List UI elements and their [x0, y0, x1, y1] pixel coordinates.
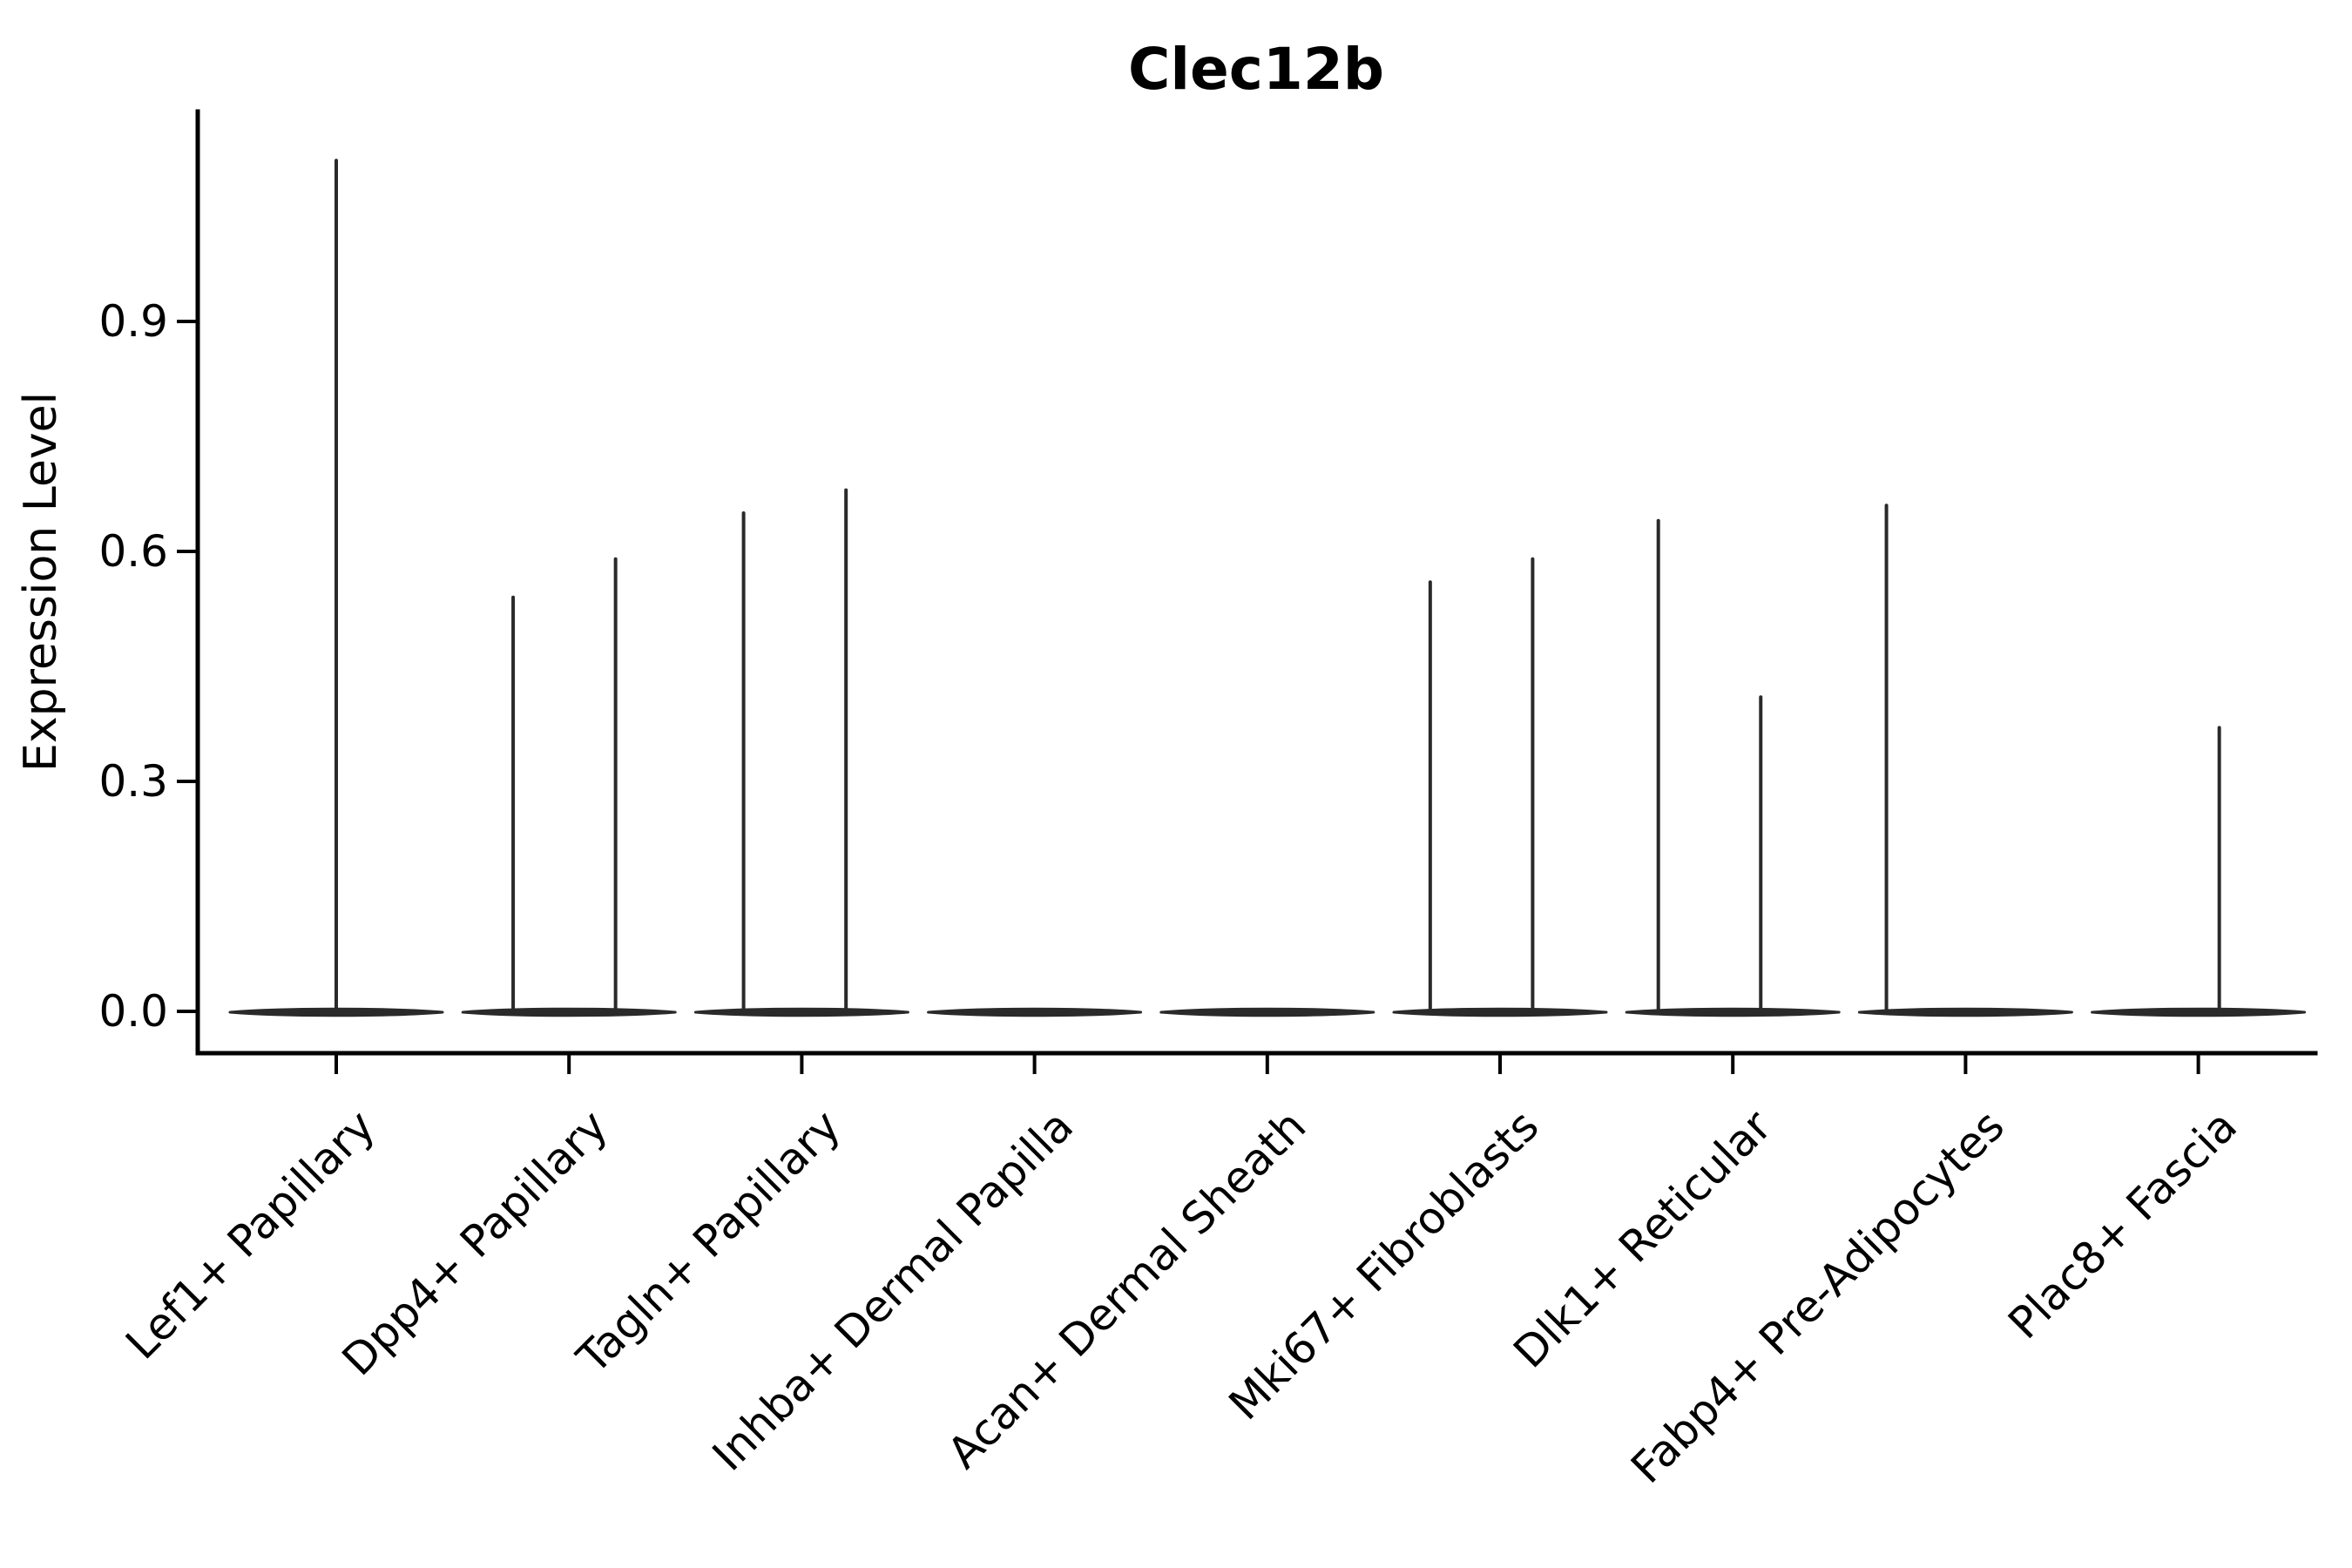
x-tick-label: Lef1+ Papillary — [116, 1100, 384, 1369]
violin-zero-body — [1857, 1007, 2073, 1017]
violin-zero-body — [1625, 1007, 1841, 1017]
x-tick-label: Fabp4+ Pre-Adipocytes — [1621, 1100, 2014, 1493]
chart-title: Clec12b — [1128, 36, 1384, 103]
violin-zero-body — [1159, 1007, 1375, 1017]
violin-zero-body — [1392, 1007, 1608, 1017]
y-tick-label: 0.6 — [98, 526, 168, 577]
y-tick-label: 0.3 — [98, 756, 168, 807]
violin-zero-body — [461, 1007, 677, 1017]
x-tick-label: Dlk1+ Reticular — [1504, 1100, 1781, 1377]
violin-zero-body — [693, 1007, 909, 1017]
violin-zero-body — [2091, 1007, 2307, 1017]
axis-spines — [195, 109, 2318, 1056]
x-tick-label: Plac8+ Fascia — [1998, 1100, 2247, 1348]
violin-zero-body — [927, 1007, 1143, 1017]
y-axis-ticks: 0.0 0.3 0.6 0.9 — [98, 296, 198, 1037]
violins — [228, 159, 2307, 1017]
y-axis-label: Expression Level — [15, 392, 67, 772]
y-tick-label: 0.0 — [98, 986, 168, 1037]
y-tick-label: 0.9 — [98, 296, 168, 347]
